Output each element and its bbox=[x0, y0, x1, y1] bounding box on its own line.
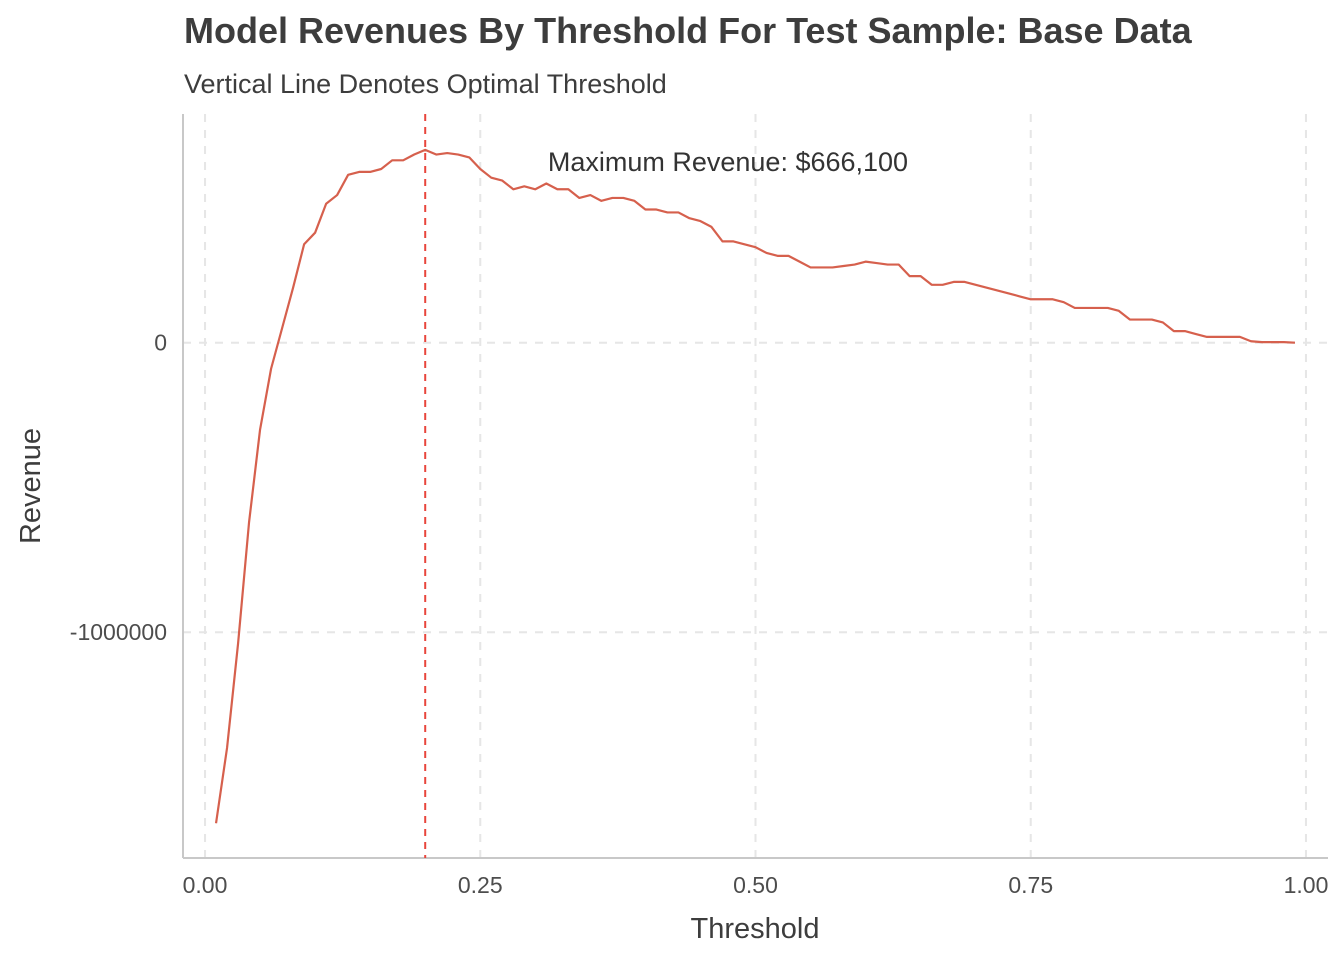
chart-title: Model Revenues By Threshold For Test Sam… bbox=[184, 10, 1193, 51]
grid-lines bbox=[183, 114, 1328, 858]
max-revenue-annotation: Maximum Revenue: $666,100 bbox=[548, 147, 908, 177]
x-tick-label: 0.00 bbox=[183, 872, 228, 898]
y-tick-label: 0 bbox=[154, 330, 167, 356]
x-axis-title: Threshold bbox=[691, 913, 820, 945]
y-axis-title: Revenue bbox=[15, 428, 47, 544]
x-tick-label: 1.00 bbox=[1284, 872, 1329, 898]
x-tick-label: 0.50 bbox=[733, 872, 778, 898]
revenue-series-line bbox=[214, 148, 1296, 824]
chart-subtitle: Vertical Line Denotes Optimal Threshold bbox=[184, 69, 667, 99]
y-tick-label: -1000000 bbox=[70, 619, 167, 645]
x-tick-label: 0.75 bbox=[1008, 872, 1053, 898]
tick-labels: 0.00 0.25 0.50 0.75 1.00 -1000000 0 bbox=[70, 330, 1329, 898]
x-tick-label: 0.25 bbox=[458, 872, 503, 898]
